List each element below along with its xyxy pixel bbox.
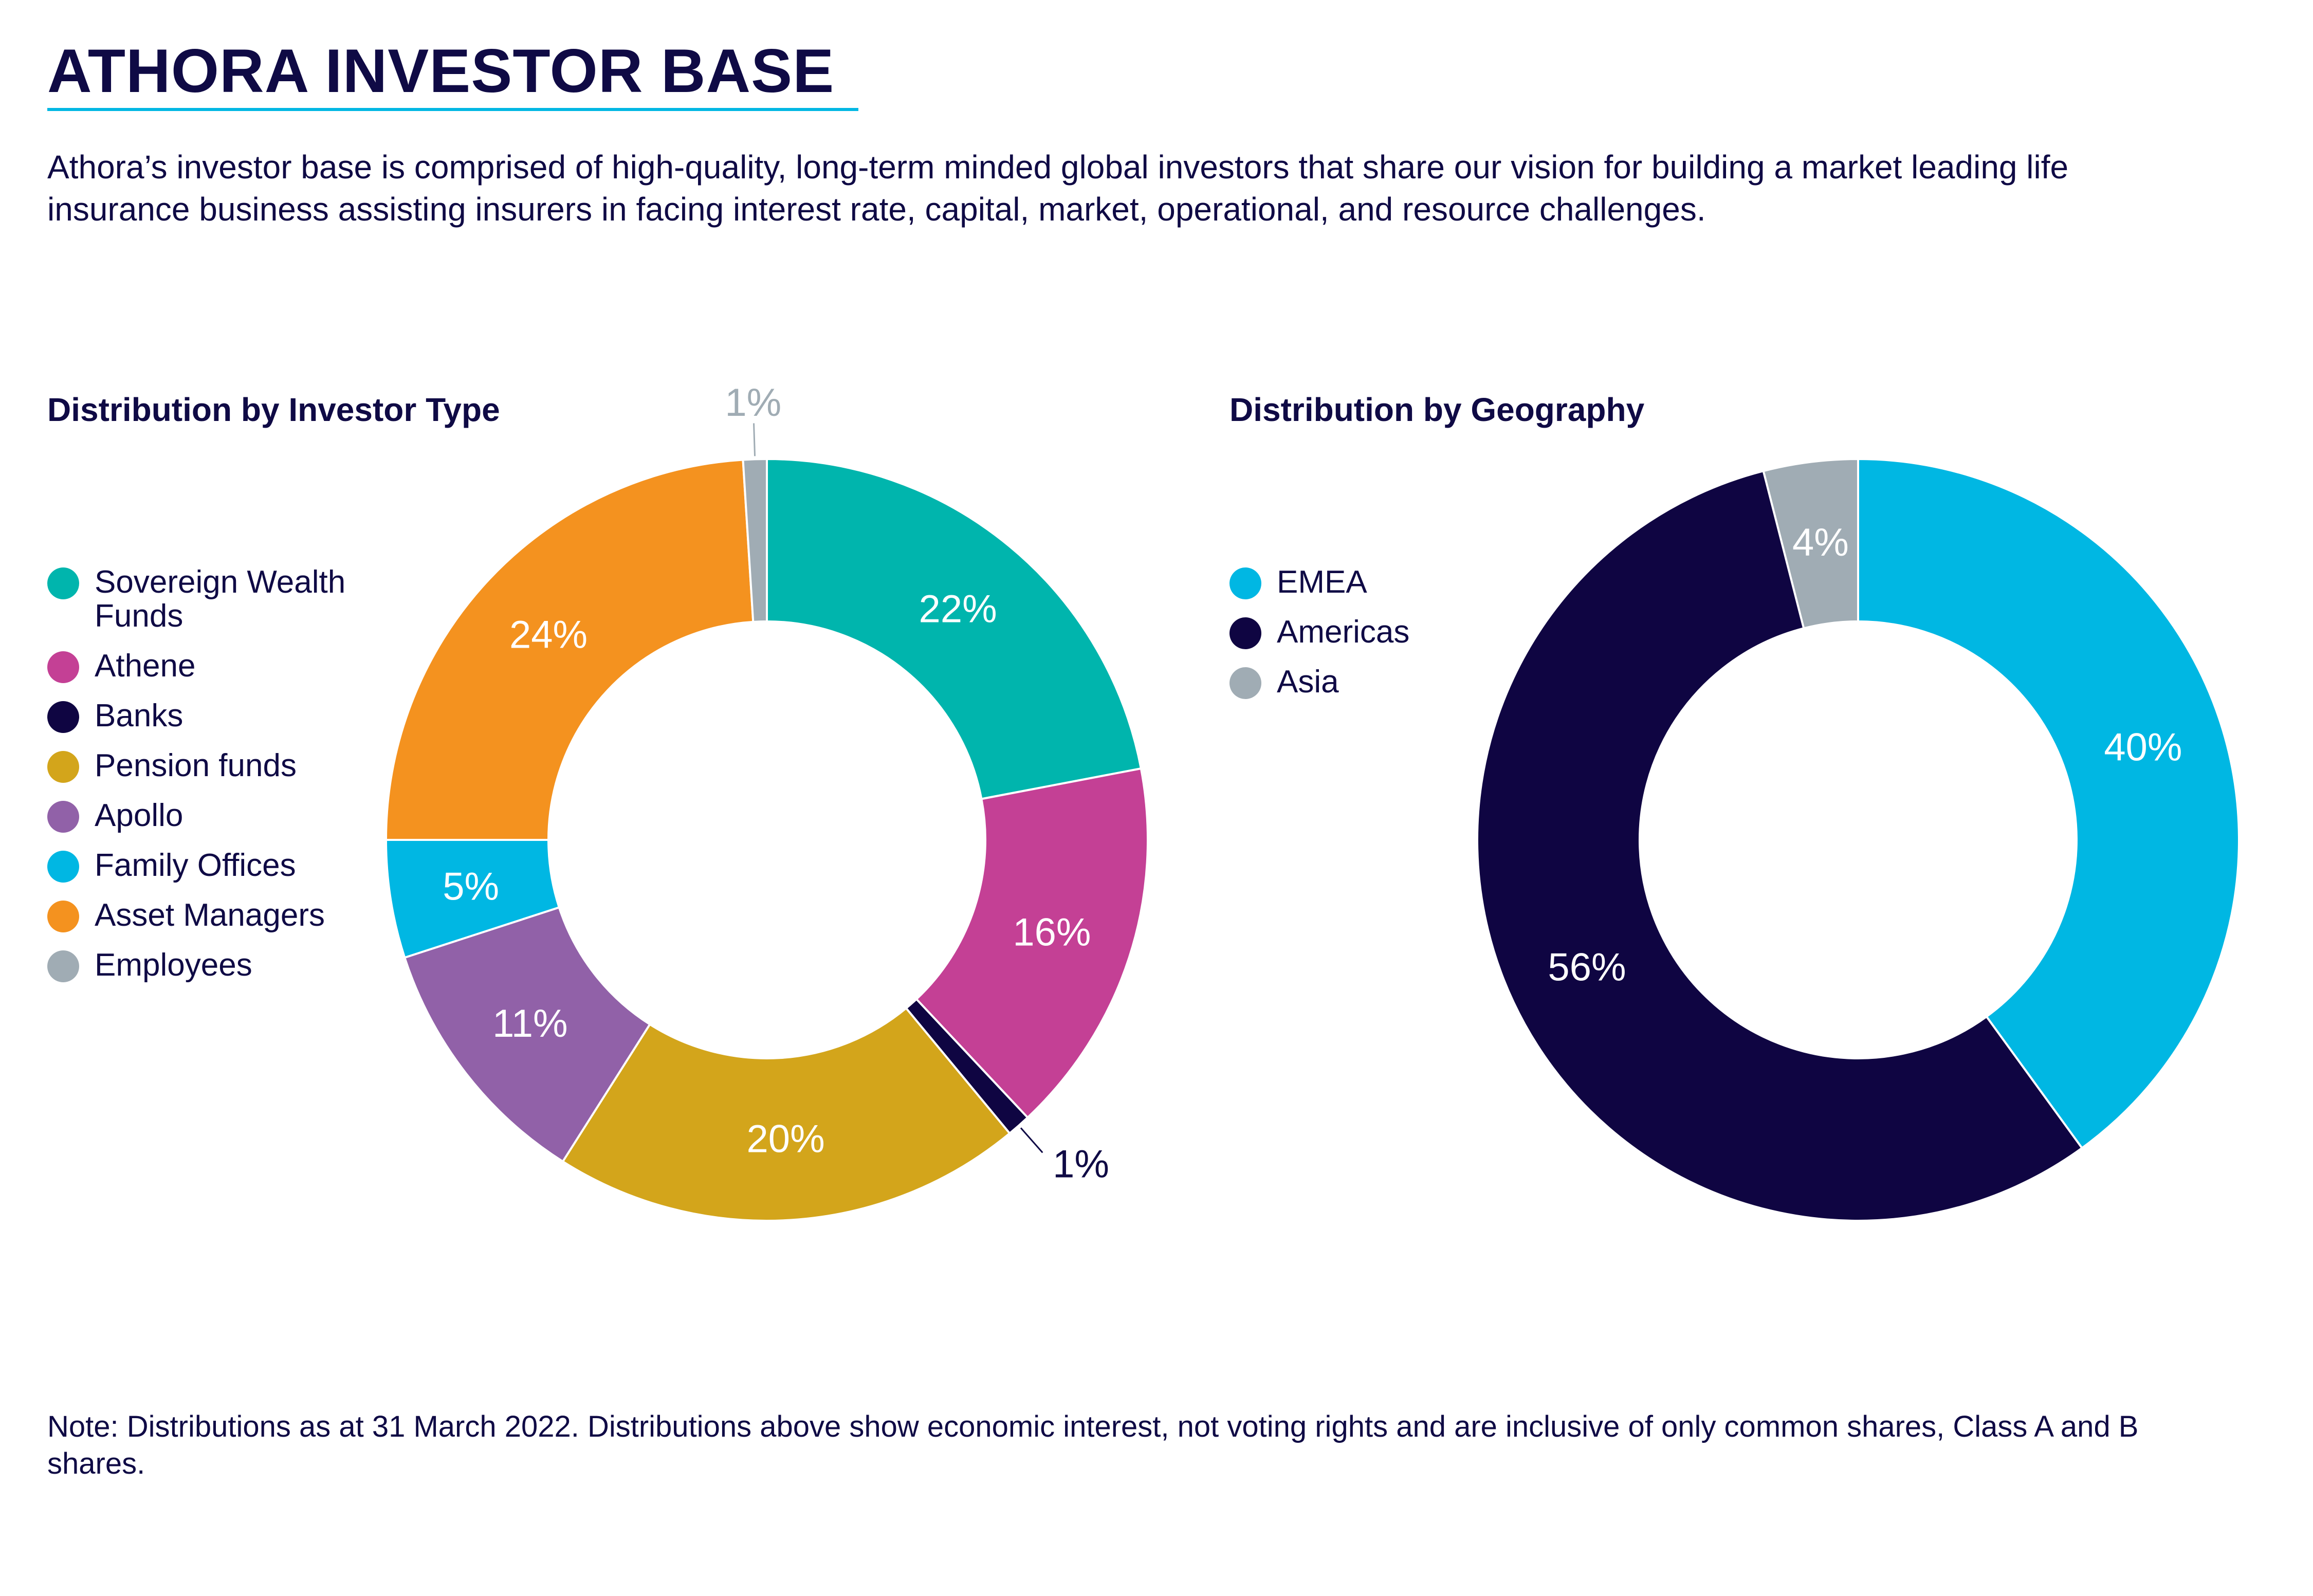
data-label-athene: 16% — [1013, 911, 1091, 955]
legend-label: Family Offices — [95, 848, 296, 883]
intro-paragraph: Athora’s investor base is comprised of h… — [47, 149, 2069, 228]
legend-item-athene: Athene — [47, 649, 362, 683]
slice-emea — [1857, 457, 2240, 1150]
slice-sovereign-wealth-funds — [766, 457, 1143, 800]
legend-item-sovereign-wealth-funds: Sovereign Wealth Funds — [47, 565, 362, 633]
slice-americas — [1476, 469, 2084, 1222]
legend-swatch — [47, 901, 79, 932]
legend-label: Sovereign Wealth Funds — [95, 564, 346, 634]
legend-swatch — [1229, 567, 1261, 599]
legend-swatch — [47, 701, 79, 733]
legend-label: Banks — [95, 698, 183, 733]
slice-apollo — [403, 906, 652, 1163]
legend-label: Pension funds — [95, 748, 297, 783]
legend-swatch — [47, 567, 79, 599]
data-label-asset-managers: 24% — [509, 613, 588, 656]
data-label-emea: 40% — [2104, 725, 2182, 769]
legend-swatch — [1229, 667, 1261, 699]
legend-item-americas: Americas — [1229, 615, 1544, 649]
data-label-family-offices: 5% — [443, 865, 499, 909]
legend-item-employees: Employees — [47, 948, 362, 982]
slice-asset-managers — [384, 458, 755, 841]
title-underline — [47, 108, 858, 111]
data-label-americas: 56% — [1548, 946, 1626, 989]
footnote: Note: Distributions as at 31 March 2022.… — [47, 1410, 2139, 1480]
legend-swatch — [47, 651, 79, 683]
legend-label: Employees — [95, 947, 252, 983]
data-label-pension-funds: 20% — [747, 1117, 825, 1161]
leader-line-banks — [1020, 1127, 1043, 1153]
legend-item-asset-managers: Asset Managers — [47, 898, 362, 932]
investor-type-legend: Sovereign Wealth Funds Athene Banks Pension… — [47, 565, 362, 998]
data-label-sovereign-wealth-funds: 22% — [919, 587, 997, 631]
data-label-asia: 4% — [1792, 521, 1849, 564]
legend-item-pension-funds: Pension funds — [47, 749, 362, 783]
slice-employees — [742, 457, 768, 623]
geography-legend: EMEA Americas Asia — [1229, 565, 1544, 715]
legend-item-apollo: Apollo — [47, 799, 362, 833]
legend-label: Americas — [1277, 614, 1410, 650]
page-title: ATHORA INVESTOR BASE — [47, 36, 835, 105]
legend-swatch — [47, 801, 79, 833]
slice-pension-funds — [561, 1006, 1012, 1222]
legend-label: EMEA — [1277, 564, 1367, 600]
data-label-banks: 1% — [1053, 1142, 1109, 1186]
legend-item-asia: Asia — [1229, 665, 1544, 699]
legend-item-banks: Banks — [47, 699, 362, 733]
geography-chart-title: Distribution by Geography — [1229, 391, 1645, 428]
legend-item-family-offices: Family Offices — [47, 849, 362, 883]
legend-item-emea: EMEA — [1229, 565, 1544, 599]
legend-swatch — [1229, 617, 1261, 649]
slice-athene — [915, 767, 1149, 1119]
legend-label: Asset Managers — [95, 897, 325, 933]
legend-label: Athene — [95, 648, 196, 684]
legend-swatch — [47, 851, 79, 883]
data-label-employees: 1% — [725, 381, 781, 425]
legend-label: Asia — [1277, 664, 1339, 700]
data-label-apollo: 11% — [492, 1002, 567, 1045]
legend-label: Apollo — [95, 798, 183, 833]
legend-swatch — [47, 751, 79, 783]
legend-swatch — [47, 950, 79, 982]
investor-type-chart-title: Distribution by Investor Type — [47, 391, 500, 428]
leader-line-employees — [753, 423, 756, 456]
slice-asia — [1762, 457, 1859, 630]
